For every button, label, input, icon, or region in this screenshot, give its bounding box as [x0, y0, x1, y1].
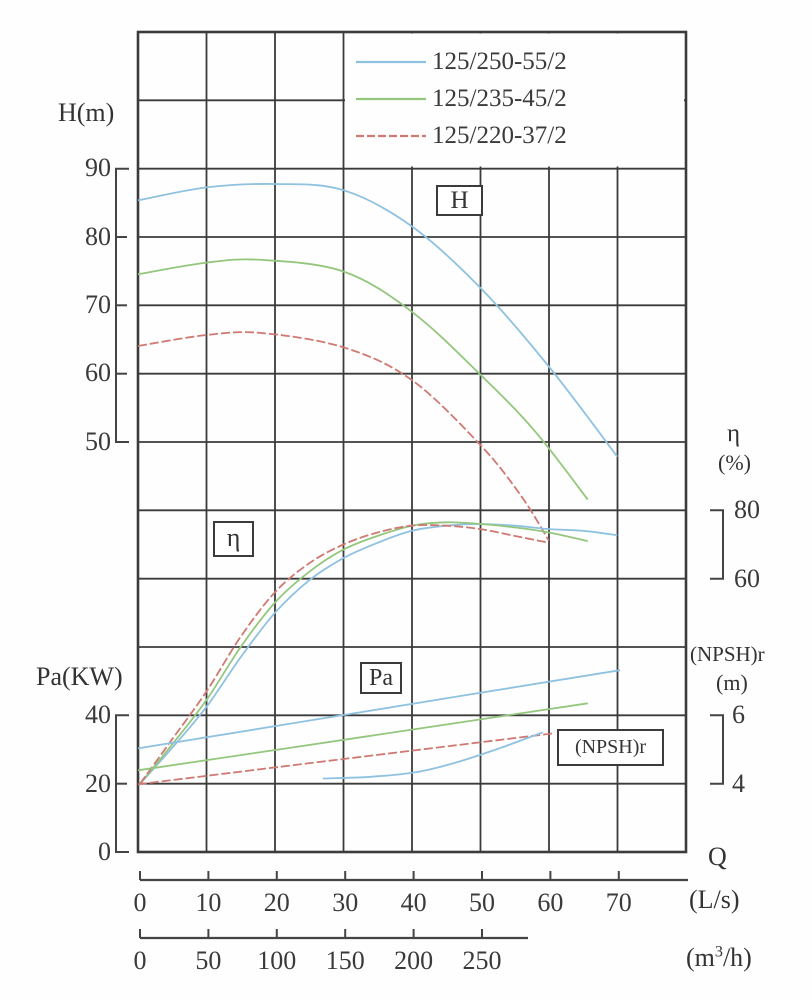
curve-Pa-green — [137, 702, 588, 772]
npsh-curves-tag: (NPSH)r — [557, 729, 664, 766]
q-ls-tick-label-40: 40 — [400, 888, 427, 917]
q-ls-unit-label: (L/s) — [689, 885, 740, 914]
eta-tick-label-80: 80 — [734, 495, 760, 525]
eta-axis-label: η — [727, 420, 741, 447]
q-ls-tick-label-60: 60 — [537, 888, 564, 917]
curve-H-blue — [137, 183, 619, 458]
curve-NPSHr-blue — [322, 731, 544, 780]
q-m3h-unit-label: (m3/h) — [686, 943, 752, 972]
q-m3h-tick-label-0: 0 — [133, 946, 147, 975]
pa-tick-label-40: 40 — [85, 700, 111, 730]
q-m3h-tick-label-50: 50 — [195, 946, 222, 975]
q-ls-tick-label-10: 10 — [195, 888, 222, 917]
h-curves-tag: H — [436, 185, 483, 216]
npsh-tick-label-6: 6 — [732, 700, 745, 730]
q-m3h-tick-label-100: 100 — [257, 946, 297, 975]
q-ls-tick-label-0: 0 — [133, 888, 147, 917]
h-tick-label-60: 60 — [85, 358, 111, 388]
pa-tick-label-20: 20 — [85, 768, 111, 798]
legend-item-125-235: 125/235-45/2 — [432, 85, 567, 112]
h-axis-label: H(m) — [58, 98, 115, 127]
q-m3h-tick-label-250: 250 — [462, 946, 502, 975]
q-ls-tick-label-20: 20 — [263, 888, 290, 917]
eta-curves-tag: η — [213, 521, 254, 557]
npsh-tick-label-4: 4 — [732, 768, 745, 798]
q-m3h-tick-label-150: 150 — [325, 946, 365, 975]
npsh-axis-bracket — [710, 714, 724, 785]
curve-H-green — [137, 258, 589, 501]
curve-eta-blue — [139, 523, 618, 785]
eta-tick-label-60: 60 — [734, 563, 760, 593]
eta-axis-bracket — [710, 509, 724, 580]
plot-border — [136, 30, 688, 854]
curve-eta-green — [139, 521, 589, 785]
h-tick-label-50: 50 — [85, 426, 111, 456]
q-ls-tick-label-70: 70 — [605, 888, 632, 917]
legend-item-125-250: 125/250-55/2 — [432, 48, 567, 75]
curve-eta-red — [139, 524, 549, 785]
legend-item-125-220: 125/220-37/2 — [432, 122, 567, 149]
npsh-axis-unit: (m) — [716, 670, 748, 695]
npsh-axis-label: (NPSH)r — [690, 642, 765, 666]
q-ls-tick-label-50: 50 — [469, 888, 495, 917]
pa-tick-label-0: 0 — [98, 836, 111, 866]
q-ls-tick-label-30: 30 — [332, 888, 359, 917]
q-axis-label: Q — [708, 842, 727, 871]
h-tick-label-70: 70 — [85, 289, 111, 319]
h-tick-label-80: 80 — [85, 221, 111, 251]
curve-Pa-blue — [137, 669, 621, 750]
curve-H-red — [137, 331, 550, 542]
pa-axis-label: Pa(KW) — [36, 662, 123, 691]
h-tick-label-90: 90 — [85, 153, 111, 183]
curve-Pa-red — [137, 732, 554, 786]
pa-curves-tag: Pa — [360, 662, 402, 694]
eta-axis-unit: (%) — [718, 450, 751, 475]
q-m3h-tick-label-200: 200 — [394, 946, 434, 975]
